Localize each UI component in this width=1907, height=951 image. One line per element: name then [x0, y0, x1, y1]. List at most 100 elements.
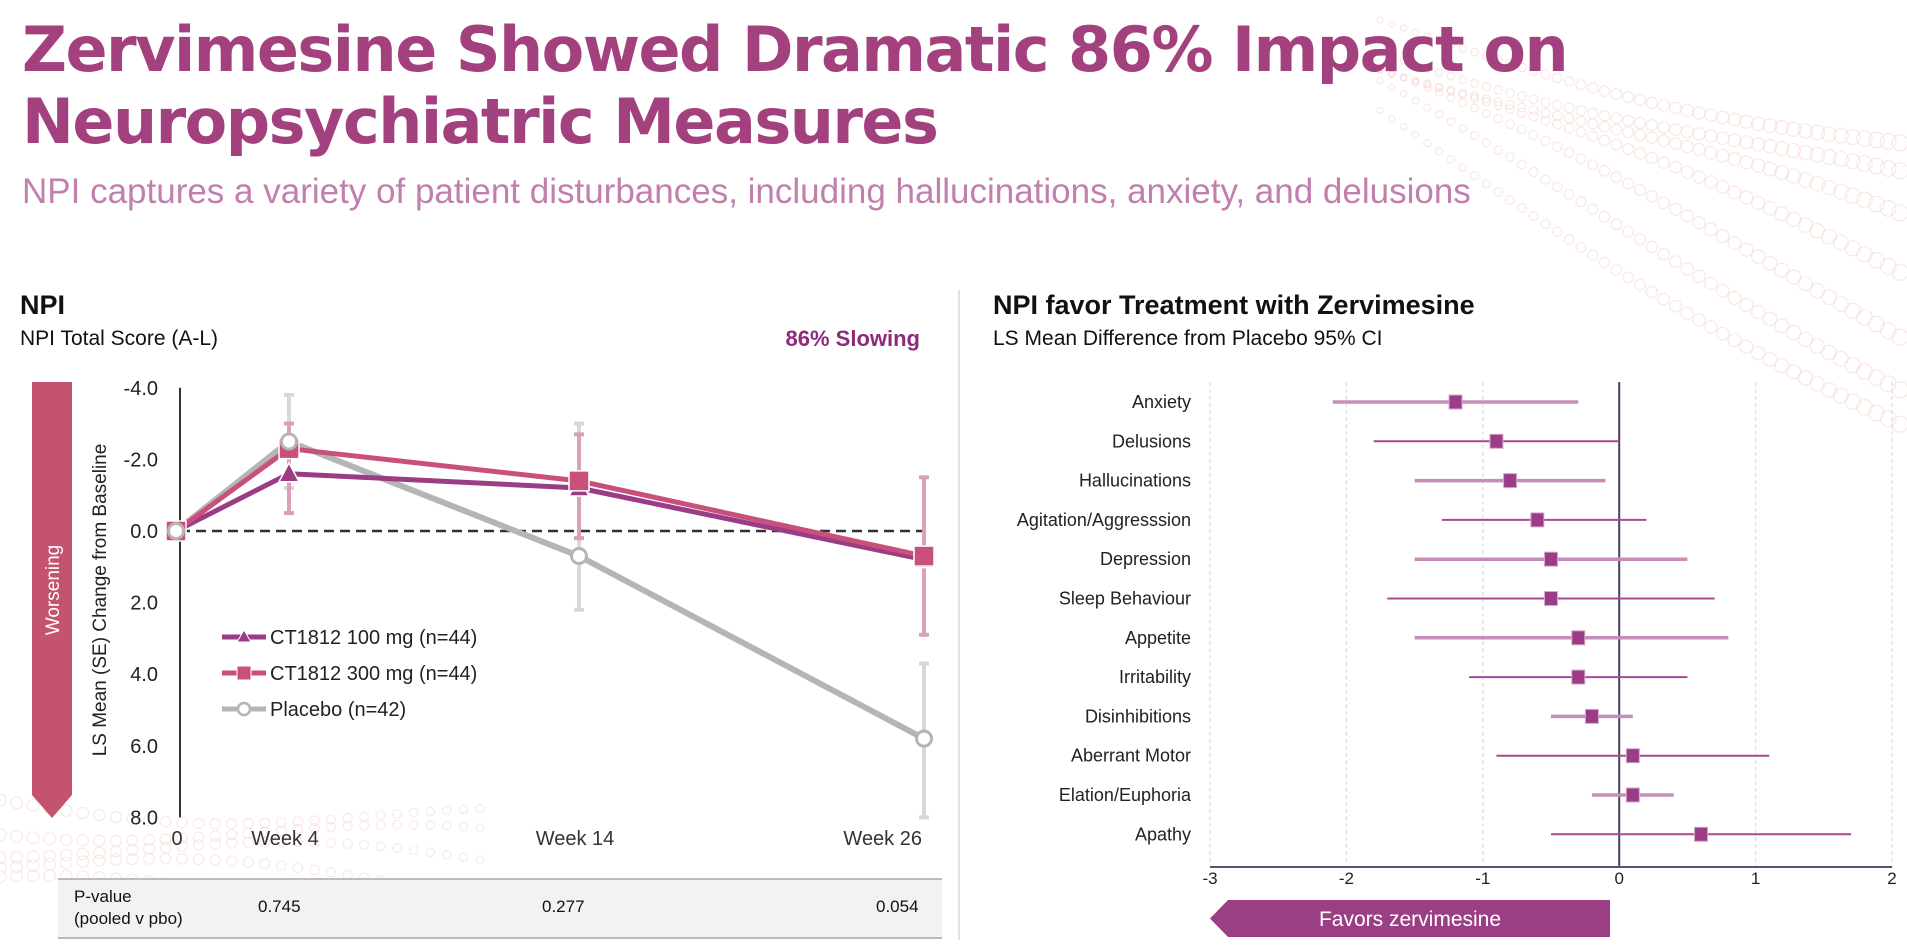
background-dot: [209, 817, 221, 830]
background-dot: [1715, 148, 1730, 163]
background-dot: [1493, 55, 1503, 65]
background-dot: [1797, 144, 1814, 161]
background-dot: [1493, 113, 1503, 124]
y-tick-label: 2.0: [130, 593, 158, 615]
background-dot: [1657, 134, 1670, 147]
background-dot: [1434, 88, 1444, 97]
background-dot: [1388, 69, 1396, 78]
background-dot: [59, 833, 73, 847]
background-dot: [10, 829, 24, 843]
background-dot: [1762, 255, 1778, 271]
background-dot: [1528, 94, 1539, 105]
background-dot: [1867, 195, 1885, 213]
background-dot: [1856, 398, 1873, 416]
background-dot: [1446, 71, 1456, 81]
legend-label: Placebo (n=42): [270, 699, 406, 721]
background-dot: [1598, 109, 1611, 122]
background-dot: [192, 839, 205, 851]
background-dot: [1598, 211, 1611, 223]
background-dot: [1610, 171, 1623, 184]
data-point-placebo: [280, 432, 298, 451]
background-dot: [159, 815, 172, 828]
background-dot: [1891, 328, 1907, 346]
background-dot: [1481, 179, 1492, 189]
background-dot: [309, 836, 320, 848]
background-dot: [1879, 257, 1897, 275]
background-dot: [1610, 88, 1623, 100]
background-dot: [0, 828, 7, 842]
background-dot: [1657, 196, 1670, 210]
background-dot: [1715, 180, 1730, 195]
background-dot: [1680, 103, 1694, 118]
background-dot: [1774, 318, 1790, 334]
pvalue-week4: 0.745: [258, 897, 301, 916]
background-dot: [292, 862, 304, 873]
background-dot: [1739, 114, 1754, 129]
background-dot: [1821, 126, 1837, 143]
background-dot: [1856, 191, 1873, 209]
background-dot: [1552, 141, 1563, 153]
background-dot: [1411, 78, 1420, 87]
background-dot: [43, 849, 57, 863]
background-dot: [1704, 276, 1718, 291]
background-dot: [1785, 168, 1802, 184]
background-dot: [342, 838, 353, 849]
background-dot: [143, 833, 156, 846]
background-dot: [1669, 101, 1682, 115]
background-dot: [1692, 106, 1706, 120]
background-dot: [1867, 251, 1885, 269]
background-dot: [1645, 96, 1659, 109]
background-dot: [176, 840, 188, 852]
background-dot: [1481, 97, 1492, 107]
background-dot: [1481, 108, 1492, 118]
background-dot: [1809, 338, 1826, 354]
background-dot: [325, 867, 337, 878]
y-tick-label: 4.0: [130, 664, 158, 686]
background-dot: [309, 864, 320, 876]
background-dot: [1376, 65, 1384, 73]
background-dot: [392, 819, 403, 830]
background-dot: [176, 816, 188, 829]
background-dot: [1844, 240, 1861, 257]
panel-divider: [958, 290, 960, 940]
background-dot: [1540, 97, 1551, 108]
background-dot: [276, 860, 287, 871]
background-dot: [475, 822, 485, 833]
background-dot: [1633, 183, 1647, 196]
background-dot: [1388, 83, 1396, 92]
background-dot: [1797, 172, 1814, 188]
background-dot: [1423, 103, 1432, 112]
background-dot: [1610, 264, 1623, 276]
background-dot: [1388, 53, 1396, 61]
background-dot: [159, 833, 172, 846]
background-dot: [1704, 320, 1718, 334]
background-dot: [1423, 139, 1432, 148]
background-dot: [1528, 111, 1539, 122]
background-dot: [1423, 83, 1432, 92]
background-dot: [392, 843, 403, 854]
y-tick-label: 6.0: [130, 736, 158, 758]
background-dot: [1540, 69, 1551, 80]
background-dot: [1587, 118, 1599, 130]
background-dot: [442, 820, 452, 831]
background-dot: [43, 869, 57, 883]
background-dot: [1704, 129, 1718, 143]
background-dot: [1516, 62, 1527, 73]
background-dot: [1399, 90, 1408, 98]
background-dot: [1528, 166, 1539, 178]
background-dot: [1458, 98, 1468, 108]
background-dot: [1399, 24, 1408, 33]
background-dot: [1762, 161, 1778, 177]
background-dot: [26, 858, 40, 872]
background-dot: [109, 811, 123, 824]
background-dot: [1645, 240, 1659, 253]
series-line-placebo: [174, 438, 926, 742]
background-dot: [1575, 241, 1587, 253]
background-dot: [26, 798, 40, 812]
pvalue-label-line-1: P-value: [74, 887, 132, 906]
background-dot: [1563, 234, 1575, 245]
background-dot: [43, 832, 57, 846]
background-dot: [1446, 39, 1456, 49]
background-dot: [1376, 77, 1384, 85]
background-dot: [1739, 297, 1754, 313]
